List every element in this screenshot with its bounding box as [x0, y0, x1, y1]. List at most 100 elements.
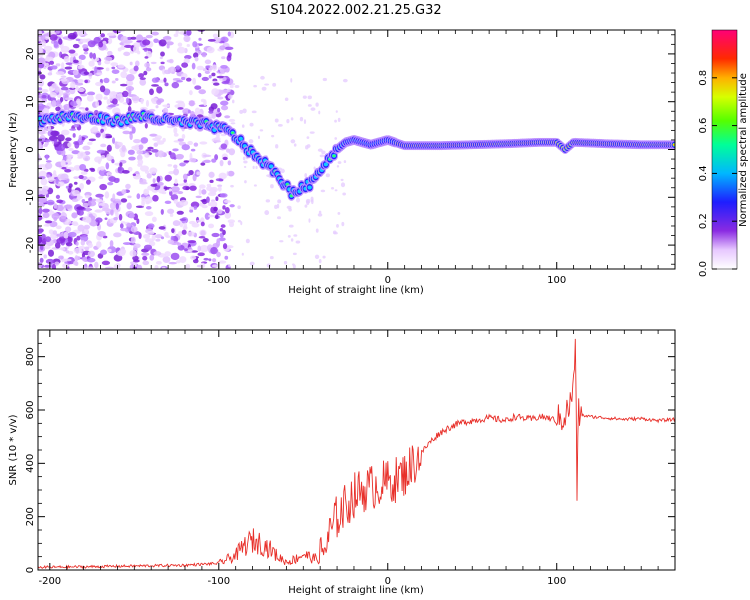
noise-blob: [240, 221, 243, 226]
noise-blob: [87, 250, 95, 258]
noise-blob: [221, 81, 230, 85]
noise-blob: [175, 65, 181, 70]
noise-blob: [77, 65, 84, 70]
noise-blob: [99, 166, 105, 171]
noise-blob: [122, 242, 132, 245]
noise-blob: [185, 77, 192, 82]
noise-blob: [145, 201, 150, 205]
noise-blob: [170, 252, 180, 261]
noise-blob: [74, 142, 80, 149]
noise-blob: [229, 221, 235, 228]
noise-blob: [82, 145, 91, 151]
noise-blob: [119, 83, 128, 87]
noise-blob: [130, 226, 138, 233]
noise-blob: [53, 170, 57, 176]
noise-blob: [73, 247, 83, 254]
noise-blob: [89, 52, 94, 59]
noise-blob: [222, 229, 226, 235]
x-tick-label: 0: [385, 576, 391, 587]
noise-blob: [217, 184, 223, 188]
noise-blob: [73, 176, 79, 179]
noise-blob: [98, 168, 107, 177]
noise-blob: [187, 240, 197, 244]
noise-blob: [38, 128, 46, 135]
noise-blob: [40, 178, 48, 186]
noise-blob: [187, 249, 193, 253]
noise-blob: [111, 66, 116, 70]
noise-blob: [172, 220, 181, 227]
noise-blob: [80, 234, 89, 242]
noise-blob: [217, 186, 222, 192]
noise-blob: [209, 201, 218, 208]
noise-blob: [253, 84, 257, 88]
noise-blob: [208, 110, 214, 114]
noise-blob: [309, 131, 315, 134]
noise-blob: [315, 102, 319, 107]
noise-blob: [211, 264, 219, 268]
noise-blob: [325, 173, 330, 178]
noise-blob: [217, 96, 224, 100]
noise-blob: [149, 88, 154, 96]
noise-blob: [189, 206, 195, 210]
noise-blob: [229, 204, 235, 208]
noise-blob: [174, 104, 181, 108]
noise-blob: [208, 223, 215, 229]
noise-blob: [45, 162, 53, 170]
noise-blob: [67, 32, 77, 40]
noise-blob: [177, 107, 184, 110]
noise-blob: [43, 224, 51, 227]
noise-blob: [94, 261, 99, 269]
noise-blob: [255, 165, 258, 170]
noise-blob: [99, 85, 106, 93]
noise-blob: [70, 81, 76, 89]
noise-blob: [110, 62, 119, 67]
noise-blob: [193, 205, 198, 210]
y-tick-label: 800: [25, 347, 36, 366]
noise-blob: [106, 135, 113, 139]
noise-blob: [229, 84, 234, 89]
noise-blob: [307, 104, 312, 107]
noise-blob: [136, 193, 141, 200]
noise-blob: [224, 255, 229, 260]
noise-blob: [121, 145, 126, 152]
colorbar-tick-label: 0.6: [698, 118, 709, 134]
noise-blob: [158, 39, 167, 47]
noise-blob: [71, 150, 80, 155]
figure-title: S104.2022.002.21.25.G32: [270, 3, 441, 18]
noise-blob: [153, 38, 159, 44]
noise-blob: [95, 209, 101, 213]
y-tick-label: 0: [25, 146, 36, 152]
noise-blob: [142, 39, 151, 46]
noise-blob: [160, 236, 165, 240]
noise-blob: [200, 230, 206, 237]
noise-blob: [68, 183, 73, 189]
noise-blob: [87, 91, 96, 96]
noise-blob: [213, 36, 221, 44]
noise-blob: [141, 252, 150, 256]
noise-blob: [234, 85, 240, 89]
noise-blob: [198, 188, 202, 196]
noise-blob: [135, 34, 144, 42]
colorbar-tick-label: 0.4: [698, 165, 709, 181]
noise-blob: [283, 260, 288, 265]
noise-blob: [168, 188, 172, 192]
noise-blob: [191, 62, 196, 70]
noise-blob: [204, 212, 211, 220]
noise-blob: [129, 250, 137, 257]
noise-blob: [183, 160, 190, 163]
noise-blob: [237, 219, 242, 223]
noise-blob: [109, 240, 114, 248]
noise-blob: [98, 202, 105, 207]
noise-blob: [306, 144, 311, 148]
noise-blob: [242, 156, 246, 161]
y-tick-label: 0: [25, 567, 36, 573]
noise-blob: [270, 184, 274, 189]
noise-blob: [179, 218, 187, 221]
noise-blob: [219, 67, 226, 75]
noise-blob: [199, 244, 209, 253]
noise-blob: [120, 150, 126, 158]
noise-blob: [143, 70, 148, 76]
noise-blob: [68, 147, 74, 152]
noise-blob: [232, 99, 235, 104]
